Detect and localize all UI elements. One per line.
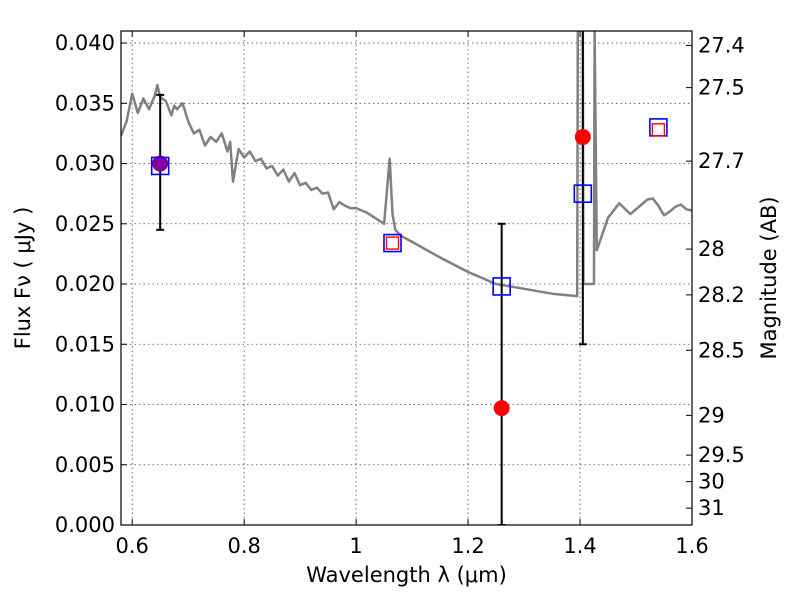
y-tick-label: 0.035 xyxy=(55,91,115,115)
y-tick-label: 0.000 xyxy=(55,513,115,537)
x-tick-label: 1.4 xyxy=(563,534,596,558)
model-photometry-square-small xyxy=(651,123,666,137)
model-photometry-square xyxy=(573,184,593,203)
plot-frame xyxy=(120,30,693,526)
y-tick-label: 0.025 xyxy=(55,212,115,236)
y-tick-label: 0.005 xyxy=(55,453,115,477)
x-tick-label: 0.6 xyxy=(115,534,148,558)
y-tick-label: 0.030 xyxy=(55,152,115,176)
model-photometry-square xyxy=(383,233,402,253)
right-tick-label: 28 xyxy=(698,237,725,261)
model-spectrum-line xyxy=(121,31,692,298)
right-tick-label: 28.2 xyxy=(698,283,745,307)
right-tick-label: 31 xyxy=(698,496,725,520)
right-tick-label: 27.4 xyxy=(698,33,745,57)
x-tick-label: 1.2 xyxy=(451,534,484,558)
x-axis-label: Wavelength λ (μm) xyxy=(306,563,507,587)
model-photometry-square xyxy=(150,156,170,176)
observed-point xyxy=(574,129,591,146)
right-tick-label: 28.5 xyxy=(698,338,745,362)
right-tick-label: 29 xyxy=(698,403,725,427)
right-tick-label: 27.5 xyxy=(698,76,745,100)
x-tick-label: 1 xyxy=(349,534,362,558)
y-axis-label-right: Magnitude (AB) xyxy=(757,196,781,359)
model-photometry-square-small xyxy=(385,236,400,250)
observed-point xyxy=(493,400,510,417)
plot-area xyxy=(121,31,692,525)
grid-layer xyxy=(121,31,693,526)
x-tick-label: 0.8 xyxy=(227,534,260,558)
y-tick-label: 0.010 xyxy=(55,393,115,417)
observed-point xyxy=(152,155,169,172)
y-tick-label: 0.020 xyxy=(55,272,115,296)
axes: 0.6 0.8 1 1.2 1.4 1.6 0.000 0.005 0.010 0.015 0.02… xyxy=(55,31,745,558)
right-tick-label: 30 xyxy=(698,470,725,494)
right-tick-label: 27.7 xyxy=(698,149,745,173)
y-tick-label: 0.015 xyxy=(55,332,115,356)
y-tick-label: 0.040 xyxy=(55,31,115,55)
x-tick-label: 1.6 xyxy=(675,534,708,558)
y-axis-label-left: Flux Fν ( μJy ) xyxy=(11,207,35,350)
model-photometry-square xyxy=(492,277,511,296)
right-tick-label: 29.5 xyxy=(698,443,745,467)
